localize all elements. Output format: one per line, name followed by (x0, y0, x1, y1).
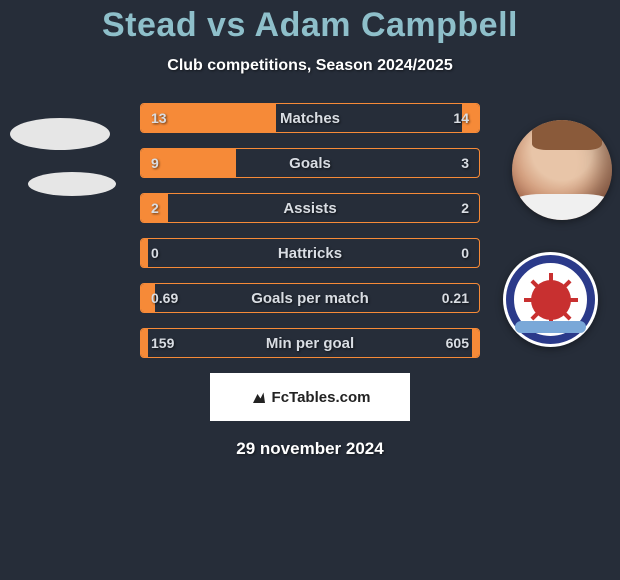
stat-label: Hattricks (141, 245, 479, 262)
stat-label: Matches (141, 110, 479, 127)
stat-label: Min per goal (141, 335, 479, 352)
fctables-watermark[interactable]: FcTables.com (210, 373, 410, 421)
stat-row: 159Min per goal605 (140, 328, 480, 358)
player-right-avatar (512, 120, 612, 220)
player-left-avatar (10, 118, 110, 196)
snapshot-date: 29 november 2024 (0, 439, 620, 459)
stat-value-right: 14 (453, 110, 469, 126)
stat-row: 2Assists2 (140, 193, 480, 223)
season-subtitle: Club competitions, Season 2024/2025 (0, 57, 620, 75)
avatar-placeholder-shape (10, 118, 110, 150)
stat-label: Assists (141, 200, 479, 217)
stat-value-right: 3 (461, 155, 469, 171)
stat-row: 9Goals3 (140, 148, 480, 178)
watermark-text: FcTables.com (272, 389, 371, 406)
player-right-club-badge (503, 252, 598, 347)
stat-row: 13Matches14 (140, 103, 480, 133)
stat-value-right: 0.21 (442, 290, 469, 306)
fctables-logo-icon (250, 388, 268, 406)
stat-row: 0Hattricks0 (140, 238, 480, 268)
stat-value-right: 605 (446, 335, 469, 351)
avatar-placeholder-shape (28, 172, 116, 196)
comparison-title: Stead vs Adam Campbell (0, 0, 620, 45)
stat-label: Goals per match (141, 290, 479, 307)
stats-table: 13Matches14 9Goals3 2Assists2 0Hattricks0 0.… (140, 103, 480, 358)
stat-value-right: 2 (461, 200, 469, 216)
stat-row: 0.69Goals per match0.21 (140, 283, 480, 313)
stat-value-right: 0 (461, 245, 469, 261)
stat-label: Goals (141, 155, 479, 172)
